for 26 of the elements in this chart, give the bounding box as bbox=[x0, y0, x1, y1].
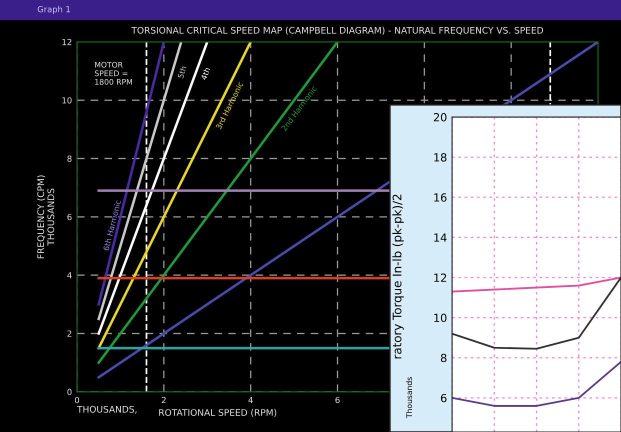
line-series bbox=[452, 276, 621, 292]
y-axis-title: FREQUENCY (CPM) THOUSANDS bbox=[37, 175, 54, 258]
y-tick-label: 12 bbox=[62, 38, 72, 46]
y-tick-label: 14 bbox=[434, 234, 447, 242]
text: THOUSANDS, bbox=[76, 406, 137, 414]
y-tick-label: 6 bbox=[67, 214, 72, 220]
caption: Graph 1 bbox=[38, 6, 70, 14]
x-axis-title: ROTATIONAL SPEED (RPM) bbox=[159, 408, 276, 417]
y-tick-label: 2 bbox=[67, 330, 72, 337]
y-axis-title: ratory Torque In-lb (pk-pk)/2 bbox=[392, 194, 404, 358]
y-tick-label: 18 bbox=[434, 153, 446, 162]
x-tick-label: 0 bbox=[74, 396, 80, 404]
y-tick-label: 8 bbox=[67, 156, 72, 162]
y-tick-label: 16 bbox=[434, 193, 447, 202]
y-tick-label: 20 bbox=[434, 113, 446, 122]
x-tick-label: 2 bbox=[162, 396, 166, 404]
y-tick-label: 10 bbox=[434, 314, 446, 322]
y-tick-label: 4 bbox=[67, 272, 72, 278]
x-tick-label: 4 bbox=[248, 396, 253, 404]
line-series bbox=[452, 276, 621, 350]
y-tick-label: 12 bbox=[434, 274, 446, 282]
y-tick-label: 0 bbox=[67, 388, 72, 396]
y-tick-label: 10 bbox=[62, 97, 72, 104]
chart-title: TORSIONAL CRITICAL SPEED MAP (CAMPBELL DIAGRAM) - NATURAL FREQUENCY VS. SPEED bbox=[131, 26, 544, 35]
x-tick-label: 6 bbox=[335, 396, 340, 404]
y-tick-label: 8 bbox=[440, 354, 446, 362]
